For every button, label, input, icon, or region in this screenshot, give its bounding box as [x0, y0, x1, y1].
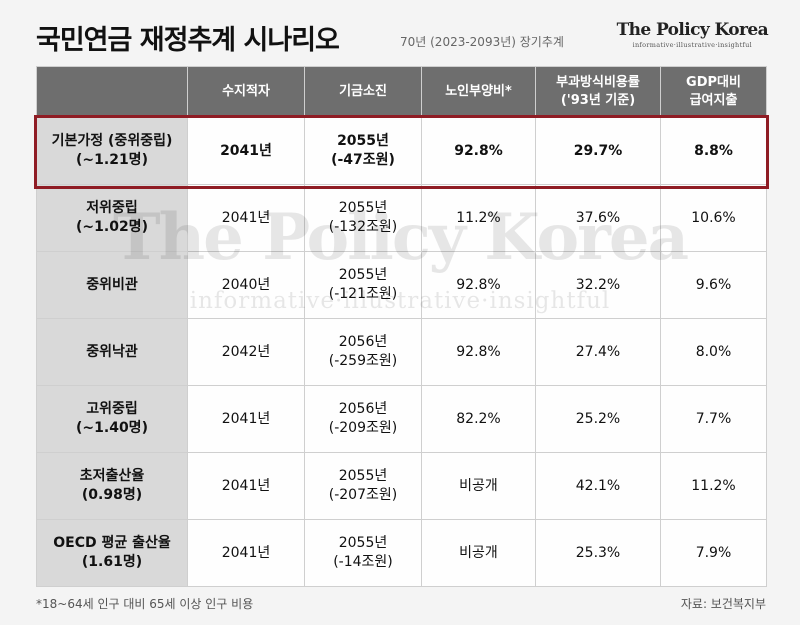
cell-deficit: 2041년	[187, 452, 305, 520]
row-label: 기본가정 (중위중립) (~1.21명)	[36, 117, 188, 185]
scenario-table: 수지적자 기금소진 노인부양비* 부과방식비용률 ('93년 기준) GDP대비 급…	[36, 66, 767, 587]
cell-gdp-spending: 10.6%	[660, 184, 767, 252]
cell-gdp-spending: 9.6%	[660, 251, 767, 319]
row-label: 저위중립 (~1.02명)	[36, 184, 188, 252]
cell-depletion: 2055년 (-121조원)	[304, 251, 422, 319]
cell-deficit: 2041년	[187, 519, 305, 587]
cell-gdp-spending: 11.2%	[660, 452, 767, 520]
cell-deficit: 2040년	[187, 251, 305, 319]
table-row: OECD 평균 출산율 (1.61명) 2041년 2055년 (-14조원) 비공…	[36, 519, 767, 587]
cell-deficit: 2041년	[187, 117, 305, 185]
row-label: OECD 평균 출산율 (1.61명)	[36, 519, 188, 587]
cell-dependency: 92.8%	[421, 318, 536, 386]
table-row: 중위낙관 2042년 2056년 (-259조원) 92.8% 27.4% 8.0…	[36, 318, 767, 386]
table-row: 중위비관 2040년 2055년 (-121조원) 92.8% 32.2% 9.6…	[36, 251, 767, 319]
table-row: 초저출산율 (0.98명) 2041년 2055년 (-207조원) 비공개 42.…	[36, 452, 767, 520]
page-header: 국민연금 재정추계 시나리오 70년 (2023-2093년) 장기추계 The…	[36, 14, 769, 56]
cell-payg-rate: 29.7%	[535, 117, 661, 185]
cell-gdp-spending: 8.8%	[660, 117, 767, 185]
cell-depletion: 2055년 (-14조원)	[304, 519, 422, 587]
cell-gdp-spending: 7.9%	[660, 519, 767, 587]
column-header-gdp-spending: GDP대비 급여지출	[660, 66, 767, 118]
table-row: 저위중립 (~1.02명) 2041년 2055년 (-132조원) 11.2% 3…	[36, 184, 767, 252]
row-label: 중위낙관	[36, 318, 188, 386]
cell-payg-rate: 32.2%	[535, 251, 661, 319]
cell-gdp-spending: 7.7%	[660, 385, 767, 453]
cell-dependency: 92.8%	[421, 117, 536, 185]
column-header-deficit: 수지적자	[187, 66, 305, 118]
cell-gdp-spending: 8.0%	[660, 318, 767, 386]
cell-deficit: 2041년	[187, 184, 305, 252]
table-header-row: 수지적자 기금소진 노인부양비* 부과방식비용률 ('93년 기준) GDP대비 급…	[36, 66, 767, 118]
row-label: 고위중립 (~1.40명)	[36, 385, 188, 453]
cell-deficit: 2042년	[187, 318, 305, 386]
cell-depletion: 2056년 (-259조원)	[304, 318, 422, 386]
cell-depletion: 2056년 (-209조원)	[304, 385, 422, 453]
cell-payg-rate: 27.4%	[535, 318, 661, 386]
brand-name: The Policy Korea	[616, 20, 769, 40]
cell-payg-rate: 42.1%	[535, 452, 661, 520]
table-row-baseline: 기본가정 (중위중립) (~1.21명) 2041년 2055년 (-47조원) 9…	[36, 117, 767, 185]
table-row: 고위중립 (~1.40명) 2041년 2056년 (-209조원) 82.2% 2…	[36, 385, 767, 453]
brand-logo: The Policy Korea informative·illustrativ…	[616, 20, 769, 49]
cell-dependency: 11.2%	[421, 184, 536, 252]
row-label: 초저출산율 (0.98명)	[36, 452, 188, 520]
cell-payg-rate: 37.6%	[535, 184, 661, 252]
source-credit: 자료: 보건복지부	[680, 597, 766, 611]
page-title: 국민연금 재정추계 시나리오	[36, 25, 340, 56]
row-label: 중위비관	[36, 251, 188, 319]
cell-dependency: 82.2%	[421, 385, 536, 453]
cell-payg-rate: 25.2%	[535, 385, 661, 453]
cell-payg-rate: 25.3%	[535, 519, 661, 587]
cell-dependency: 92.8%	[421, 251, 536, 319]
cell-depletion: 2055년 (-207조원)	[304, 452, 422, 520]
footnote: *18~64세 인구 대비 65세 이상 인구 비용	[36, 597, 254, 611]
cell-dependency: 비공개	[421, 519, 536, 587]
column-header-depletion: 기금소진	[304, 66, 422, 118]
cell-depletion: 2055년 (-47조원)	[304, 117, 422, 185]
brand-tagline: informative·illustrative·insightful	[632, 41, 753, 49]
cell-depletion: 2055년 (-132조원)	[304, 184, 422, 252]
cell-dependency: 비공개	[421, 452, 536, 520]
cell-deficit: 2041년	[187, 385, 305, 453]
column-header-dependency: 노인부양비*	[421, 66, 536, 118]
column-header-payg-rate: 부과방식비용률 ('93년 기준)	[535, 66, 661, 118]
header-corner-cell	[36, 66, 188, 118]
page-subtitle: 70년 (2023-2093년) 장기추계	[400, 35, 564, 49]
